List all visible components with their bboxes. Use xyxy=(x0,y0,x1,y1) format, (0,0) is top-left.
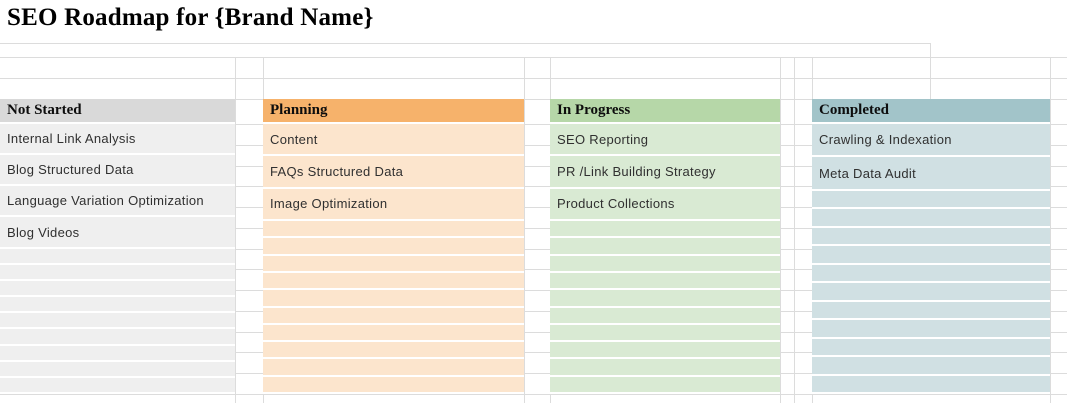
gridline-horizontal xyxy=(0,269,1067,270)
gridline-horizontal xyxy=(0,290,1067,291)
empty-cell[interactable] xyxy=(263,324,524,343)
gridline-horizontal xyxy=(0,394,1067,395)
column-header-not-started[interactable]: Not Started xyxy=(0,99,235,124)
gridline-horizontal xyxy=(0,373,1067,374)
task-cell[interactable]: Crawling & Indexation xyxy=(812,124,1050,158)
empty-cell[interactable] xyxy=(812,283,1050,302)
task-cell[interactable]: Content xyxy=(263,124,524,157)
empty-cell[interactable] xyxy=(812,190,1050,210)
column-completed: Completed Crawling & Indexation Meta Data … xyxy=(812,99,1050,395)
empty-cell[interactable] xyxy=(812,375,1050,395)
empty-cell[interactable] xyxy=(0,248,235,265)
gridline-horizontal xyxy=(0,99,1067,100)
task-cell[interactable]: Product Collections xyxy=(550,188,780,221)
column-in-progress: In Progress SEO Reporting PR /Link Buildin… xyxy=(550,99,780,395)
task-cell[interactable]: Language Variation Optimization xyxy=(0,186,235,218)
empty-cell[interactable] xyxy=(0,377,235,395)
empty-cell[interactable] xyxy=(550,238,780,256)
gridline-horizontal xyxy=(0,43,930,44)
gridline-horizontal xyxy=(0,166,1067,167)
task-cell[interactable]: PR /Link Building Strategy xyxy=(550,156,780,189)
empty-cell[interactable] xyxy=(0,297,235,314)
empty-cell[interactable] xyxy=(812,301,1050,321)
gridline-horizontal xyxy=(0,311,1067,312)
task-cell[interactable]: Blog Structured Data xyxy=(0,155,235,187)
gridline-vertical xyxy=(1050,57,1051,403)
column-header-planning[interactable]: Planning xyxy=(263,99,524,124)
gridline-vertical xyxy=(794,57,795,403)
gridline-horizontal xyxy=(0,249,1067,250)
gridline-vertical xyxy=(235,57,236,403)
empty-cell[interactable] xyxy=(550,220,780,239)
task-cell[interactable]: Blog Videos xyxy=(0,217,235,249)
gridline-horizontal xyxy=(0,352,1067,353)
task-cell[interactable]: Image Optimization xyxy=(263,188,524,221)
empty-cell[interactable] xyxy=(550,342,780,360)
empty-cell[interactable] xyxy=(550,376,780,395)
gridline-horizontal xyxy=(0,124,1067,125)
task-cell[interactable]: Internal Link Analysis xyxy=(0,124,235,156)
gridline-horizontal xyxy=(0,207,1067,208)
empty-cell[interactable] xyxy=(812,246,1050,265)
page-title[interactable]: SEO Roadmap for {Brand Name} xyxy=(7,4,374,31)
empty-cell[interactable] xyxy=(0,280,235,298)
empty-cell[interactable] xyxy=(263,359,524,377)
empty-cell[interactable] xyxy=(812,320,1050,339)
empty-cell[interactable] xyxy=(550,290,780,308)
gridline-vertical xyxy=(524,57,525,403)
gridline-horizontal xyxy=(0,332,1067,333)
gridline-horizontal xyxy=(0,228,1067,229)
empty-cell[interactable] xyxy=(263,342,524,360)
column-not-started: Not Started Internal Link Analysis Blog St… xyxy=(0,99,235,395)
column-header-in-progress[interactable]: In Progress xyxy=(550,99,780,124)
empty-cell[interactable] xyxy=(550,272,780,291)
empty-cell[interactable] xyxy=(263,255,524,273)
empty-cell[interactable] xyxy=(550,307,780,325)
empty-cell[interactable] xyxy=(263,220,524,239)
empty-cell[interactable] xyxy=(0,345,235,362)
empty-cell[interactable] xyxy=(263,272,524,291)
empty-cell[interactable] xyxy=(812,227,1050,247)
empty-cell[interactable] xyxy=(0,264,235,281)
gridline-horizontal xyxy=(0,145,1067,146)
empty-cell[interactable] xyxy=(812,357,1050,376)
empty-cell[interactable] xyxy=(0,329,235,346)
column-planning: Planning Content FAQs Structured Data Image… xyxy=(263,99,524,395)
gridline-horizontal xyxy=(0,78,1067,79)
task-cell[interactable]: SEO Reporting xyxy=(550,124,780,157)
gridline-horizontal xyxy=(0,186,1067,187)
empty-cell[interactable] xyxy=(812,264,1050,284)
empty-cell[interactable] xyxy=(550,324,780,343)
empty-cell[interactable] xyxy=(550,359,780,377)
empty-cell[interactable] xyxy=(0,361,235,378)
empty-cell[interactable] xyxy=(812,209,1050,228)
task-cell[interactable]: FAQs Structured Data xyxy=(263,156,524,189)
empty-cell[interactable] xyxy=(263,376,524,395)
column-header-completed[interactable]: Completed xyxy=(812,99,1050,124)
empty-cell[interactable] xyxy=(263,238,524,256)
empty-cell[interactable] xyxy=(263,307,524,325)
empty-cell[interactable] xyxy=(550,255,780,273)
gridline-horizontal xyxy=(0,57,1067,58)
empty-cell[interactable] xyxy=(0,313,235,330)
gridline-vertical xyxy=(930,43,931,99)
task-cell[interactable]: Meta Data Audit xyxy=(812,157,1050,191)
empty-cell[interactable] xyxy=(812,338,1050,358)
gridline-vertical xyxy=(780,57,781,403)
empty-cell[interactable] xyxy=(263,290,524,308)
